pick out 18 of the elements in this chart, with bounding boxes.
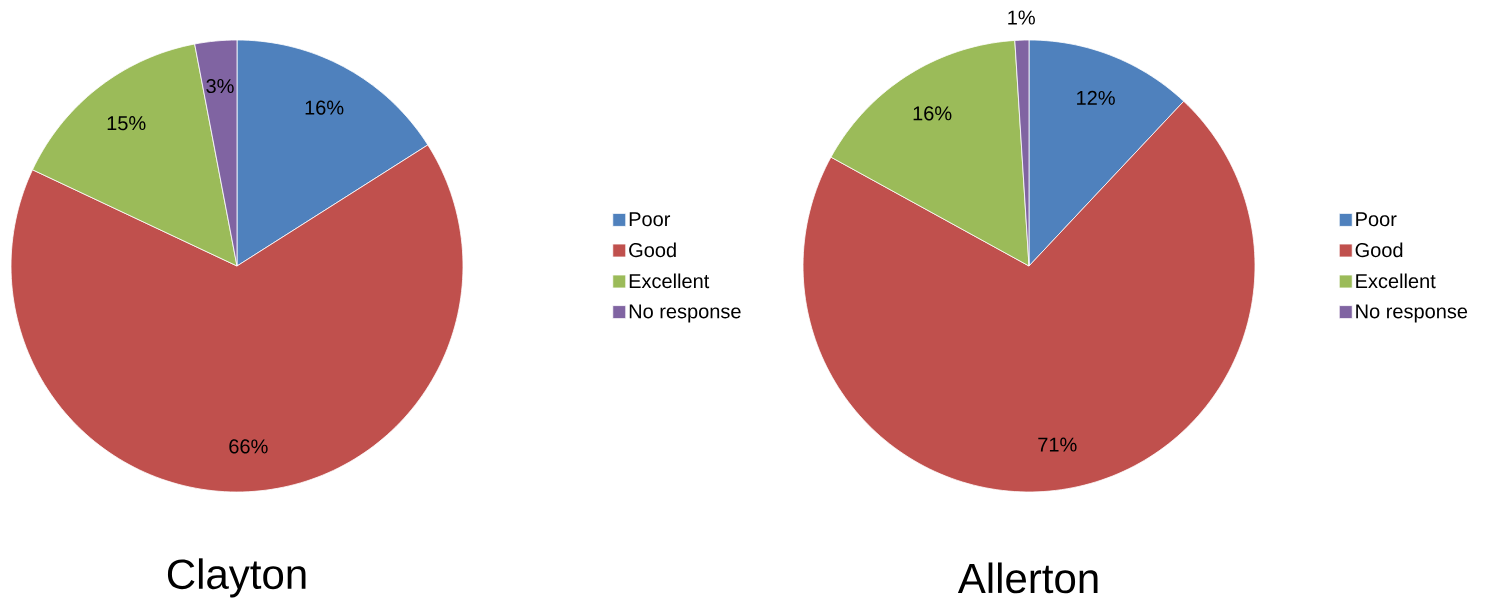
data-label: 16% — [305, 100, 344, 115]
data-label: 3% — [206, 78, 234, 94]
legend-label: Poor — [1356, 212, 1397, 227]
legend-label: Good — [629, 242, 676, 258]
data-label: 66% — [229, 439, 268, 454]
text: Clayton — [167, 558, 306, 598]
legend-label: Excellent — [629, 273, 710, 289]
data-label: 15% — [107, 116, 146, 131]
legend-label: Poor — [629, 212, 671, 227]
data-label: 1% — [1008, 10, 1035, 25]
legend-label: No response — [1356, 304, 1468, 323]
text: Allerton — [957, 562, 1098, 594]
legend-label: No response — [629, 304, 741, 323]
data-label: 12% — [1077, 90, 1115, 105]
legend-label: Excellent — [1356, 273, 1436, 289]
legend-label: Good — [1355, 242, 1403, 258]
data-label: 71% — [1038, 437, 1077, 452]
data-label: 16% — [913, 106, 952, 121]
